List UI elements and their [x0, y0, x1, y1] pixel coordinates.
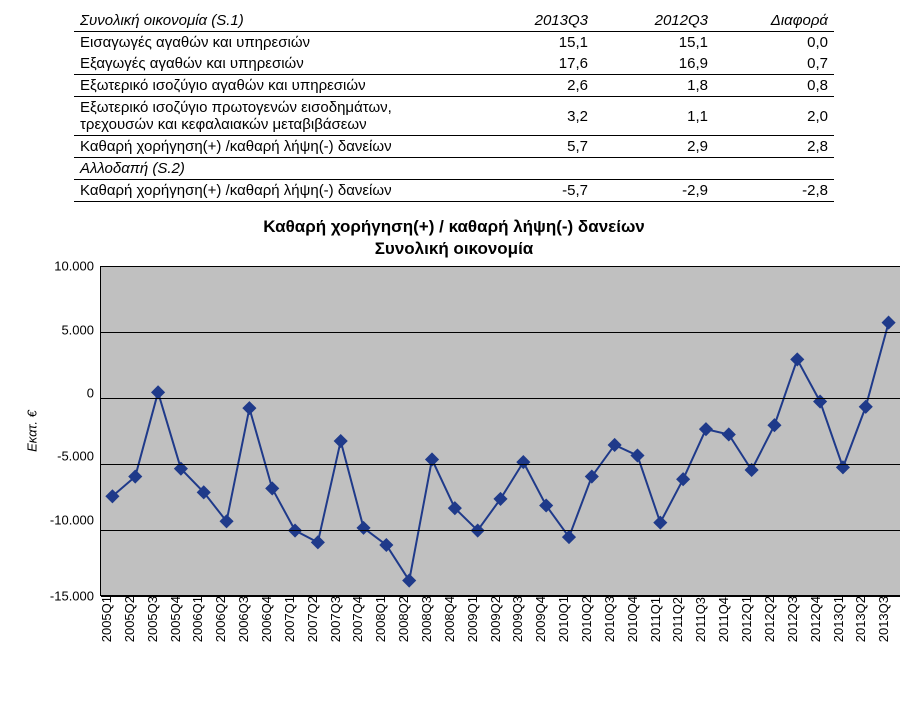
x-tick-labels: 2005Q12005Q22005Q32005Q42006Q12006Q22006…	[100, 596, 900, 646]
table-row: Εξωτερικό ισοζύγιο πρωτογενών εισοδημάτω…	[74, 97, 834, 136]
table-row: Εισαγωγές αγαθών και υπηρεσιών15,115,10,…	[74, 32, 834, 54]
y-axis-label: Εκατ. €	[25, 410, 40, 452]
plot-area	[100, 266, 900, 596]
col-2013q3: 2013Q3	[474, 10, 594, 32]
table-section-title: Συνολική οικονομία (S.1)	[74, 10, 474, 32]
table-row: Καθαρή χορήγηση(+) /καθαρή λήψη(-) δανεί…	[74, 180, 834, 202]
net-lending-chart: Εκατ. € 10.0005.0000-5.000-10.000-15.000	[20, 266, 900, 596]
table-row: Εξωτερικό ισοζύγιο αγαθών και υπηρεσιών2…	[74, 75, 834, 97]
table-row: Εξαγωγές αγαθών και υπηρεσιών17,616,90,7	[74, 53, 834, 75]
col-2012q3: 2012Q3	[594, 10, 714, 32]
table-row: Καθαρή χορήγηση(+) /καθαρή λήψη(-) δανεί…	[74, 136, 834, 158]
chart-title: Καθαρή χορήγηση(+) / καθαρή λήψη(-) δανε…	[20, 216, 888, 260]
y-tick-labels: 10.0005.0000-5.000-10.000-15.000	[44, 266, 100, 596]
col-diff: Διαφορά	[714, 10, 834, 32]
line-series	[101, 266, 900, 595]
table-section-s2: Αλλοδαπή (S.2)	[74, 158, 834, 180]
econ-table: Συνολική οικονομία (S.1) 2013Q3 2012Q3 Δ…	[74, 10, 834, 202]
